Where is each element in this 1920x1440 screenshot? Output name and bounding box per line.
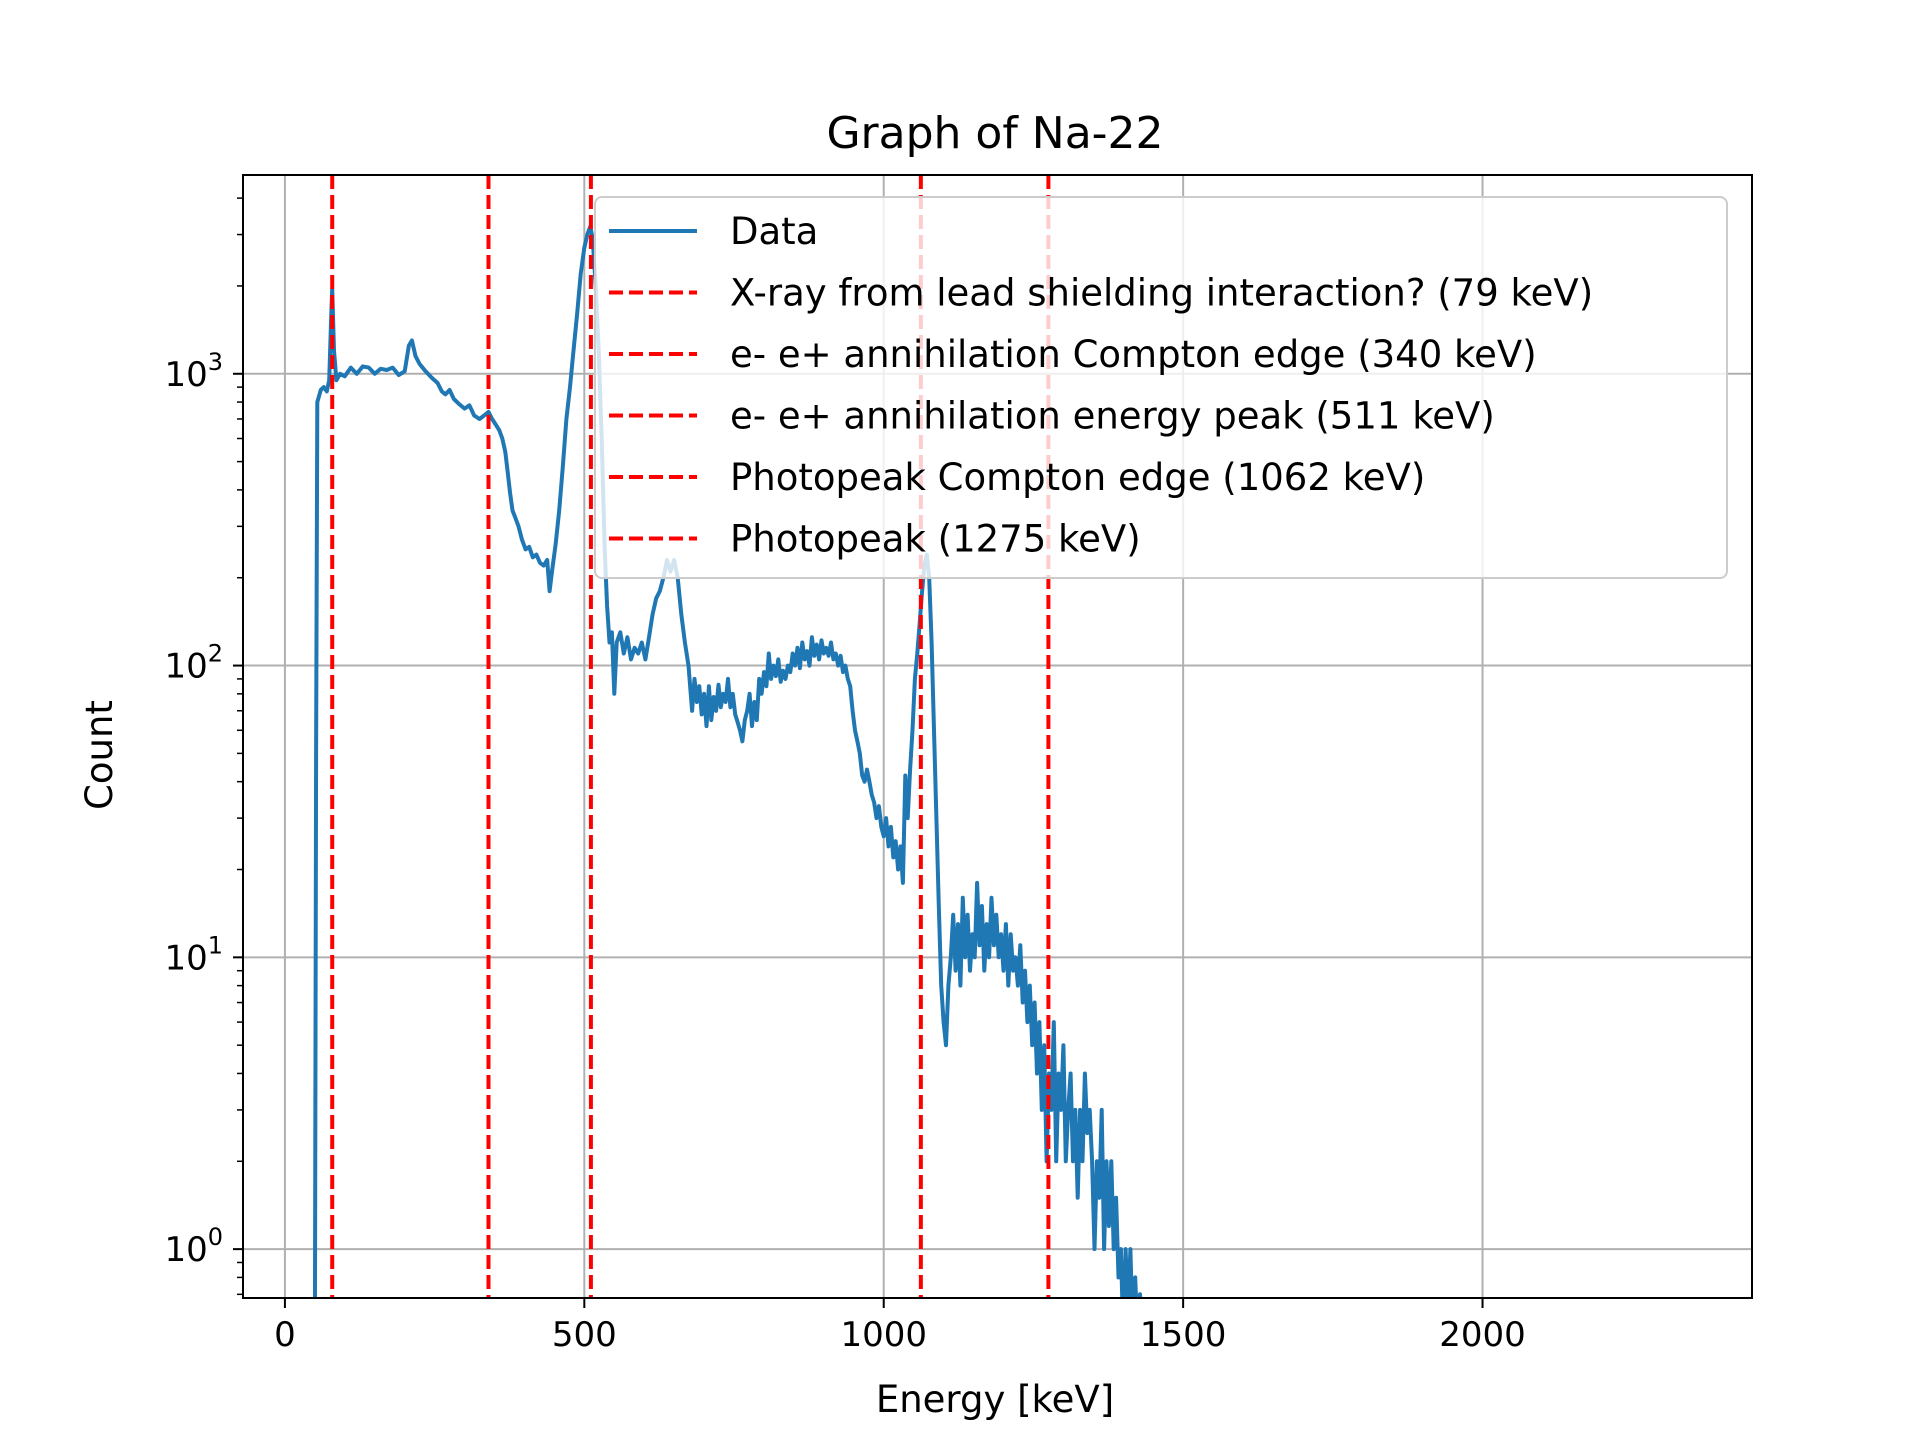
y-tick-label: 101 <box>164 931 223 978</box>
x-tick-label: 0 <box>274 1315 296 1355</box>
legend-entry: e- e+ annihilation energy peak (511 keV) <box>730 395 1495 438</box>
y-tick-label-base: 10 <box>164 355 207 395</box>
legend-entry: Data <box>730 210 818 253</box>
y-axis-label: Count <box>78 700 121 810</box>
x-axis-label: Energy [keV] <box>876 1378 1114 1421</box>
y-tick-label: 100 <box>164 1223 223 1270</box>
data-series-line <box>312 224 1143 1298</box>
y-tick-label: 102 <box>164 640 223 687</box>
y-tick-label-exponent: 0 <box>208 1223 223 1251</box>
y-tick-label-exponent: 3 <box>208 348 223 376</box>
x-tick-label: 2000 <box>1439 1315 1526 1355</box>
chart-title: Graph of Na-22 <box>826 108 1163 159</box>
legend: Data X-ray from lead shielding interactio… <box>594 196 1728 579</box>
x-tick-label: 1500 <box>1140 1315 1227 1355</box>
axes-frame <box>242 174 1753 1299</box>
x-tick-label: 500 <box>552 1315 617 1355</box>
x-tick-label: 1000 <box>840 1315 927 1355</box>
y-tick-label: 103 <box>164 348 223 395</box>
y-tick-label-base: 10 <box>164 647 207 687</box>
legend-entry: Photopeak (1275 keV) <box>730 518 1141 561</box>
legend-entry: Photopeak Compton edge (1062 keV) <box>730 456 1425 499</box>
legend-box <box>594 196 1728 579</box>
y-tick-label-exponent: 1 <box>208 931 223 959</box>
legend-entry: X-ray from lead shielding interaction? (… <box>730 272 1593 315</box>
legend-entry: e- e+ annihilation Compton edge (340 keV… <box>730 333 1537 376</box>
y-tick-label-base: 10 <box>164 1230 207 1270</box>
y-tick-label-exponent: 2 <box>208 640 223 668</box>
y-tick-label-base: 10 <box>164 938 207 978</box>
